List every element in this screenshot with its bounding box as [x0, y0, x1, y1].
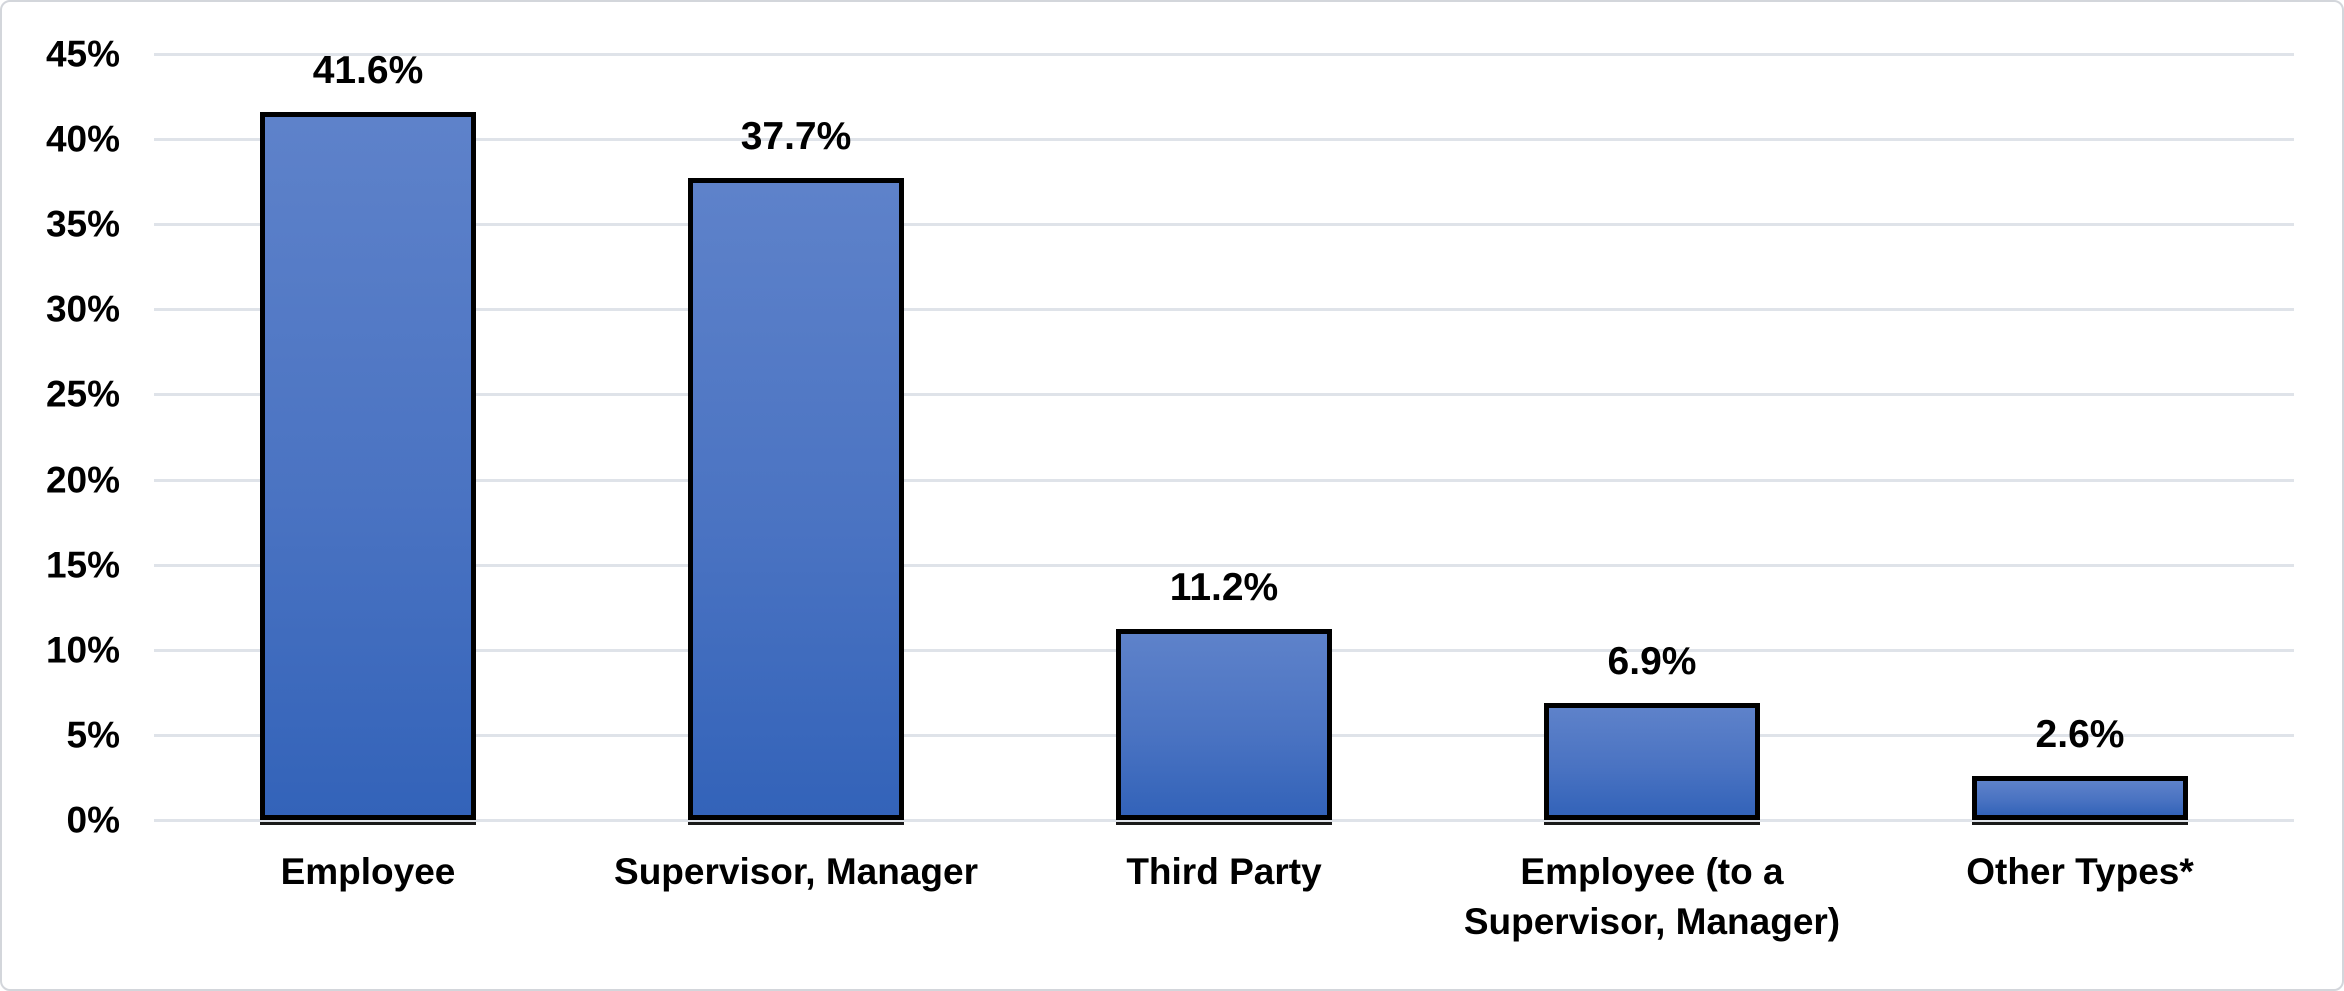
bar-4	[1544, 702, 1760, 826]
y-axis-tick-label: 0%	[66, 799, 120, 841]
y-axis-tick-label: 25%	[45, 373, 120, 415]
y-axis-tick-label: 10%	[45, 629, 120, 671]
x-axis-category-label: Employee	[280, 851, 456, 892]
bar-data-label: 41.6%	[312, 48, 424, 92]
y-axis-tick-label: 45%	[45, 33, 120, 75]
y-gridline	[154, 563, 2294, 567]
y-axis-tick-label: 30%	[45, 288, 120, 330]
bar-2	[688, 178, 904, 825]
bar-data-label: 6.9%	[1607, 639, 1697, 683]
y-gridline	[154, 393, 2294, 397]
y-gridline	[154, 478, 2294, 482]
x-axis-category-label: Other Types*	[1966, 851, 2194, 892]
y-axis-tick-label: 15%	[45, 544, 120, 586]
y-axis-tick-label: 20%	[45, 459, 120, 501]
x-axis-category-label: Third Party	[1126, 851, 1322, 892]
y-axis-tick-label: 40%	[45, 118, 120, 160]
bar-3	[1116, 629, 1332, 825]
x-axis-category-label: Supervisor, Manager	[614, 851, 978, 892]
y-gridline	[154, 53, 2294, 56]
bar-data-label: 11.2%	[1169, 566, 1279, 610]
bar-1	[260, 111, 476, 826]
bar-5	[1972, 775, 2188, 826]
y-gridline	[154, 223, 2294, 227]
bar-data-label: 2.6%	[2035, 712, 2125, 756]
y-gridline	[154, 308, 2294, 312]
x-axis-category-label: Employee (to a Supervisor, Manager)	[1463, 851, 1841, 942]
y-gridline	[154, 138, 2294, 142]
y-axis-tick-label: 5%	[66, 714, 120, 756]
bar-data-label: 37.7%	[740, 115, 852, 159]
y-axis-tick-label: 35%	[45, 203, 120, 245]
y-gridline	[154, 819, 2294, 822]
